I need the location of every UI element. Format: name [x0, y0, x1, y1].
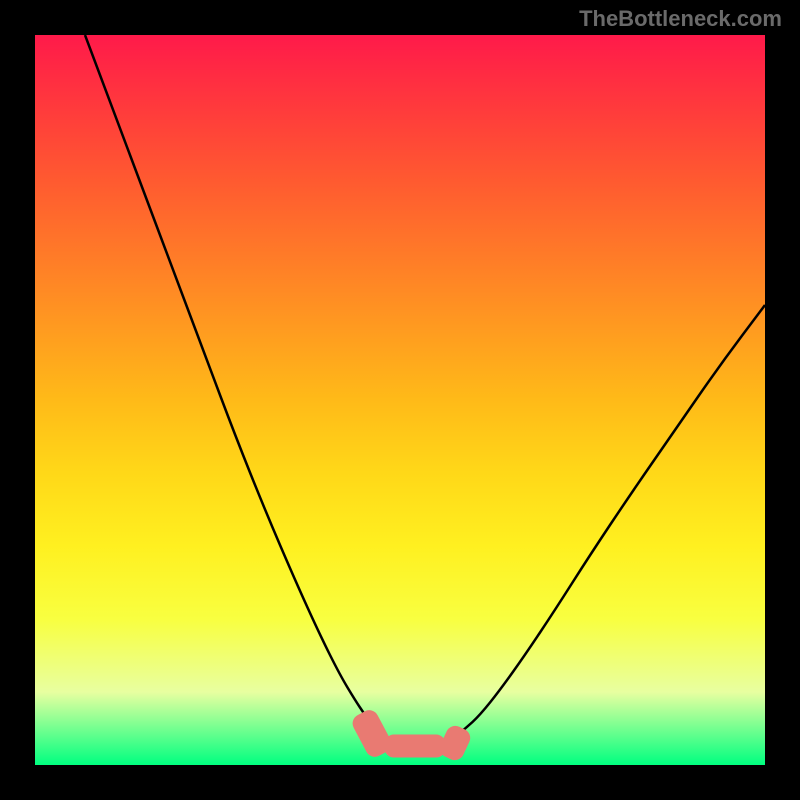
valley-marker — [385, 735, 445, 757]
bottleneck-curve — [85, 35, 765, 743]
chart-svg — [35, 35, 765, 765]
watermark-text: TheBottleneck.com — [579, 6, 782, 32]
plot-area — [35, 35, 765, 765]
valley-marker — [437, 723, 472, 762]
chart-canvas: TheBottleneck.com — [0, 0, 800, 800]
